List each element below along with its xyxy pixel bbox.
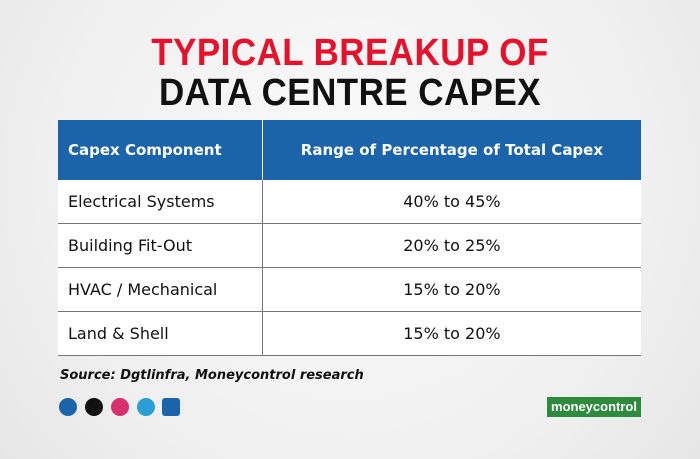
- instagram-icon[interactable]: [111, 398, 129, 416]
- component-cell: Land & Shell: [58, 311, 263, 356]
- header-row: Capex Component Range of Percentage of T…: [58, 120, 641, 180]
- percentage-cell: 20% to 25%: [261, 223, 641, 268]
- x-icon[interactable]: [85, 398, 103, 416]
- table-row: Electrical Systems 40% to 45%: [58, 180, 641, 224]
- brand-logo: moneycontrol: [547, 397, 641, 417]
- percentage-cell: 15% to 20%: [261, 311, 641, 356]
- component-cell: Electrical Systems: [58, 180, 263, 224]
- source-note: Source: Dgtlinfra, Moneycontrol research: [60, 368, 364, 383]
- linkedin-icon[interactable]: [162, 398, 180, 416]
- table-body: Electrical Systems 40% to 45% Building Fit…: [58, 180, 641, 356]
- column-header: Range of Percentage of Total Capex: [261, 120, 641, 180]
- facebook-icon[interactable]: [59, 398, 77, 416]
- component-cell: Building Fit-Out: [58, 223, 263, 268]
- table-row: HVAC / Mechanical 15% to 20%: [58, 267, 641, 312]
- table-row: Land & Shell 15% to 20%: [58, 311, 641, 356]
- title-line-2: DATA CENTRE CAPEX: [158, 72, 542, 114]
- component-cell: HVAC / Mechanical: [58, 267, 263, 312]
- percentage-cell: 15% to 20%: [261, 267, 641, 312]
- social-icons: [59, 398, 180, 416]
- title-line-1: TYPICAL BREAKUP OF: [151, 32, 549, 74]
- percentage-cell: 40% to 45%: [261, 180, 641, 224]
- table-row: Building Fit-Out 20% to 25%: [58, 223, 641, 268]
- capex-table: Capex Component Range of Percentage of T…: [58, 120, 641, 356]
- column-header: Capex Component: [58, 120, 263, 180]
- telegram-icon[interactable]: [137, 398, 155, 416]
